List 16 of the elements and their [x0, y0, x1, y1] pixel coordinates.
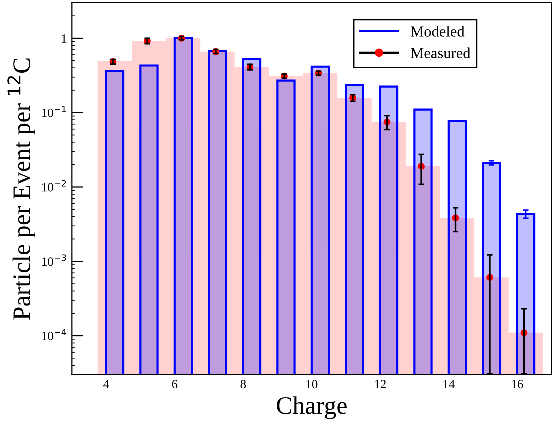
y-tick-label: 10$^{−3}$	[42, 254, 66, 266]
x-tick-label: 12	[375, 380, 386, 388]
y-tick-label: 10$^{−2}$	[42, 180, 66, 192]
y-tick-label: 1	[62, 34, 67, 43]
y-tick-label: 10$^{−4}$	[42, 329, 66, 340]
legend-label: Measured	[410, 48, 471, 58]
x-tick-label: 8	[240, 380, 246, 389]
x-tick-label: 10	[306, 380, 318, 389]
x-tick-label: 14	[444, 380, 455, 388]
y-tick-label: 10$^{−1}$	[42, 106, 66, 118]
x-axis-title: Charge	[277, 396, 347, 420]
x-tick-label: 4	[104, 380, 110, 388]
legend-label: Modeled	[410, 26, 465, 37]
x-tick-label: 6	[172, 380, 178, 389]
x-tick-label: 16	[512, 380, 524, 389]
y-axis-title: Particle per Event per $^{12}$C	[8, 58, 36, 320]
